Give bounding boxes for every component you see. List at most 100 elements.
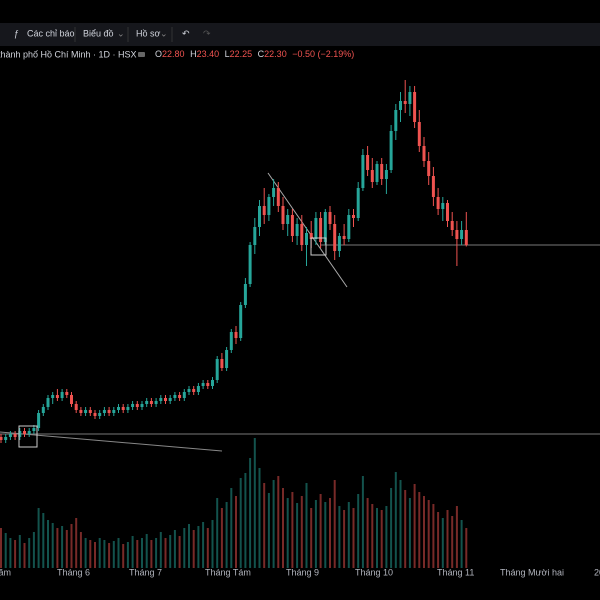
volume-bar bbox=[211, 520, 214, 568]
volume-bar bbox=[465, 528, 468, 568]
indicators-button[interactable]: Các chỉ báo bbox=[27, 28, 75, 38]
volume-bar bbox=[408, 498, 411, 568]
volume-bar bbox=[84, 538, 87, 568]
volume-bar bbox=[253, 438, 256, 568]
volume-bar bbox=[286, 498, 289, 568]
volume-bar bbox=[272, 480, 275, 568]
volume-bar bbox=[94, 542, 96, 568]
candle-body bbox=[450, 221, 454, 230]
candle-body bbox=[446, 203, 449, 221]
candle-body bbox=[112, 410, 116, 413]
candle-body bbox=[314, 218, 318, 239]
volume-bar bbox=[56, 528, 59, 568]
volume-bar bbox=[413, 484, 416, 568]
candle-body bbox=[70, 395, 73, 404]
candle-body bbox=[413, 92, 417, 122]
box-drawing[interactable] bbox=[310, 237, 327, 256]
dropdown-caret[interactable]: ⌄ bbox=[117, 28, 125, 38]
volume-bar bbox=[258, 468, 261, 568]
volume-bar bbox=[357, 494, 360, 568]
box-drawing[interactable] bbox=[18, 425, 38, 448]
trend-line-drawing[interactable] bbox=[267, 172, 348, 288]
candle-body bbox=[370, 170, 374, 182]
volume-bar bbox=[460, 520, 463, 568]
profile-button[interactable]: Hồ sơ bbox=[136, 28, 161, 38]
candle-body bbox=[352, 215, 355, 218]
volume-bar bbox=[192, 530, 195, 568]
x-axis-label: Tháng 11 bbox=[437, 567, 474, 577]
symbol-title: thành phố Hồ Chí Minh · 1D · HSX bbox=[0, 49, 137, 59]
dropdown-caret[interactable]: ⌄ bbox=[160, 28, 168, 38]
volume-bar bbox=[441, 518, 444, 568]
change: −0.50 (−2.19%) bbox=[292, 49, 354, 59]
x-axis: Năm Tháng 6 Tháng 7 Tháng Tám Tháng 9 Tháng 1… bbox=[0, 567, 600, 577]
chart-button[interactable]: Biểu đồ bbox=[83, 28, 114, 38]
indicator-icon[interactable]: ƒ bbox=[14, 28, 19, 38]
x-axis-label: Tháng Mười hai bbox=[500, 567, 564, 577]
volume-bar bbox=[319, 494, 322, 568]
volume-bar bbox=[423, 496, 425, 568]
volume-bar bbox=[352, 508, 355, 568]
candle-body bbox=[309, 233, 313, 239]
eye-icon[interactable] bbox=[138, 52, 145, 57]
candle-body bbox=[182, 392, 186, 398]
volume-bar bbox=[249, 458, 252, 568]
volume-bar bbox=[155, 538, 158, 568]
volume-bar bbox=[390, 488, 393, 568]
volume-bar bbox=[310, 508, 313, 568]
volume-bar bbox=[0, 528, 2, 568]
high: 23.40 bbox=[197, 49, 220, 59]
candle-body bbox=[37, 413, 41, 428]
volume-bar bbox=[89, 540, 92, 568]
candle-body bbox=[211, 380, 214, 386]
volume-bar bbox=[197, 526, 200, 568]
volume-bar bbox=[136, 540, 139, 568]
candle-body bbox=[0, 437, 3, 440]
candle-body bbox=[32, 428, 36, 431]
volume-bar bbox=[23, 543, 26, 568]
candle-body bbox=[159, 398, 163, 401]
candle-body bbox=[164, 398, 167, 401]
candle-body bbox=[192, 389, 196, 392]
candles bbox=[0, 80, 468, 568]
volume-bar bbox=[455, 506, 458, 568]
redo-button[interactable]: ↷ bbox=[203, 28, 211, 38]
volume-bar bbox=[108, 543, 111, 568]
low: 22.25 bbox=[230, 49, 253, 59]
candle-body bbox=[4, 437, 8, 440]
candle-body bbox=[380, 164, 384, 179]
volume-bar bbox=[117, 538, 120, 568]
x-axis-label: 20 bbox=[594, 567, 600, 577]
volume-bar bbox=[338, 506, 341, 568]
candle-body bbox=[135, 404, 139, 407]
volume-bar bbox=[126, 542, 129, 568]
h-label: H bbox=[190, 49, 197, 59]
volume-bar bbox=[361, 476, 364, 568]
candle-body bbox=[431, 176, 435, 197]
volume-bar bbox=[437, 512, 440, 568]
volume-bar bbox=[47, 520, 49, 568]
candle-body bbox=[319, 218, 323, 242]
candle-body bbox=[281, 206, 285, 224]
volume-bar bbox=[235, 496, 237, 568]
undo-button[interactable]: ↶ bbox=[182, 28, 190, 38]
volume-bar bbox=[291, 492, 294, 568]
candle-body bbox=[300, 224, 304, 245]
candle-body bbox=[323, 212, 327, 242]
candle-body bbox=[295, 224, 299, 236]
volume-bar bbox=[150, 540, 153, 568]
candle-body bbox=[27, 431, 31, 434]
volume-bar bbox=[131, 536, 134, 568]
candle-body bbox=[239, 305, 243, 338]
candle-body bbox=[51, 395, 55, 398]
o-label: O bbox=[155, 49, 162, 59]
candle-body bbox=[131, 404, 135, 407]
candle-body bbox=[337, 236, 341, 251]
x-axis-label: Năm bbox=[0, 567, 11, 577]
candle-body bbox=[276, 188, 280, 206]
candle-body bbox=[18, 431, 22, 437]
candle-body bbox=[88, 410, 92, 413]
volume-bar bbox=[404, 490, 407, 568]
x-axis-label: Tháng 6 bbox=[57, 567, 90, 577]
volume-bar bbox=[239, 478, 242, 568]
